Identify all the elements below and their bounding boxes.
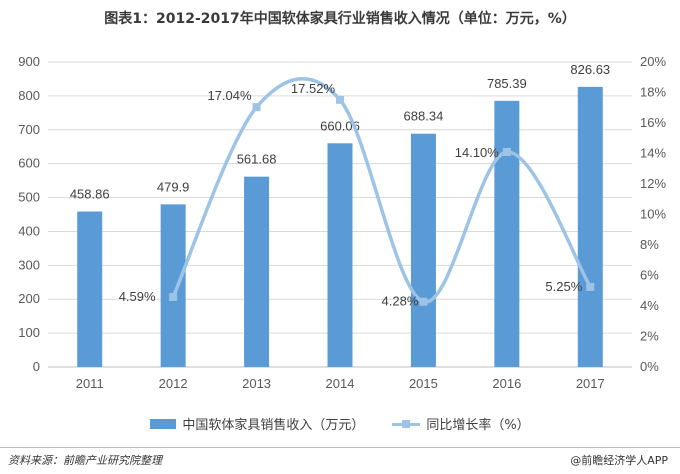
chart-title: 图表1：2012-2017年中国软体家具行业销售收入情况（单位：万元，%）	[104, 11, 576, 27]
y-right-tick-label: 6%	[640, 268, 659, 283]
y-left-tick-label: 300	[18, 257, 40, 272]
y-left-tick-label: 100	[18, 325, 40, 340]
growth-data-label: 4.59%	[119, 289, 156, 304]
bar-data-label: 561.68	[237, 152, 277, 167]
y-left-tick-label: 600	[18, 156, 40, 171]
y-right-tick-label: 10%	[640, 207, 666, 222]
x-tick-label: 2011	[76, 376, 104, 391]
chart-legend: 中国软体家具销售收入（万元） 同比增长率（%）	[0, 414, 680, 433]
source-note: 资料来源：前瞻产业研究院整理	[8, 454, 162, 467]
y-right-tick-label: 14%	[640, 146, 666, 161]
growth-marker	[502, 147, 511, 156]
x-tick-label: 2012	[159, 376, 188, 391]
bar-data-label: 479.9	[157, 179, 190, 194]
x-tick-label: 2017	[576, 376, 605, 391]
brand-watermark: @前瞻经济学人APP	[570, 454, 668, 467]
x-tick-label: 2013	[242, 376, 271, 391]
bar-data-label: 688.34	[404, 109, 444, 124]
footer-divider	[0, 447, 680, 448]
growth-marker	[336, 95, 344, 104]
legend-label-growth: 同比增长率（%）	[426, 418, 530, 433]
bar	[494, 100, 520, 367]
y-left-tick-label: 0	[33, 359, 40, 374]
bar	[77, 211, 103, 367]
growth-line	[171, 76, 592, 304]
growth-marker	[252, 103, 261, 112]
legend-label-revenue: 中国软体家具销售收入（万元）	[182, 418, 365, 433]
y-left-tick-label: 200	[18, 291, 40, 306]
y-right-tick-label: 4%	[640, 298, 659, 313]
bar-data-label: 785.39	[487, 76, 527, 91]
y-left-tick-label: 500	[18, 190, 40, 205]
growth-marker	[419, 297, 428, 306]
x-tick-label: 2015	[409, 376, 438, 391]
growth-data-label: 4.28%	[382, 294, 419, 309]
y-left-tick-label: 400	[18, 223, 40, 238]
y-right-tick-label: 20%	[640, 54, 666, 69]
bar-data-label: 660.06	[320, 118, 360, 133]
growth-data-label: 14.10%	[455, 145, 500, 160]
y-right-tick-label: 16%	[640, 115, 666, 130]
y-left-tick-label: 800	[18, 88, 40, 103]
bar	[160, 204, 186, 367]
x-tick-label: 2016	[492, 376, 521, 391]
bar-data-label: 826.63	[570, 62, 610, 77]
growth-data-label: 17.52%	[291, 81, 336, 96]
growth-marker	[586, 282, 595, 291]
y-right-tick-label: 2%	[640, 329, 659, 344]
bar	[410, 133, 436, 367]
bar	[577, 86, 603, 367]
y-left-tick-label: 900	[18, 54, 40, 69]
growth-data-label: 17.04%	[207, 88, 252, 103]
y-left-tick-label: 700	[18, 122, 40, 137]
bar	[327, 143, 353, 367]
legend-swatch-bar	[150, 418, 177, 429]
bar	[244, 176, 270, 367]
y-right-tick-label: 18%	[640, 85, 666, 100]
legend-swatch-line	[392, 418, 421, 430]
legend-item-revenue: 中国软体家具销售收入（万元）	[150, 414, 364, 433]
x-tick-label: 2014	[326, 376, 355, 391]
bar-data-label: 458.86	[70, 186, 110, 201]
legend-item-growth: 同比增长率（%）	[392, 414, 530, 433]
growth-data-label: 5.25%	[545, 279, 582, 294]
y-right-tick-label: 0%	[640, 359, 659, 374]
y-right-tick-label: 8%	[640, 237, 659, 252]
y-right-tick-label: 12%	[640, 176, 666, 191]
growth-marker	[169, 293, 178, 302]
